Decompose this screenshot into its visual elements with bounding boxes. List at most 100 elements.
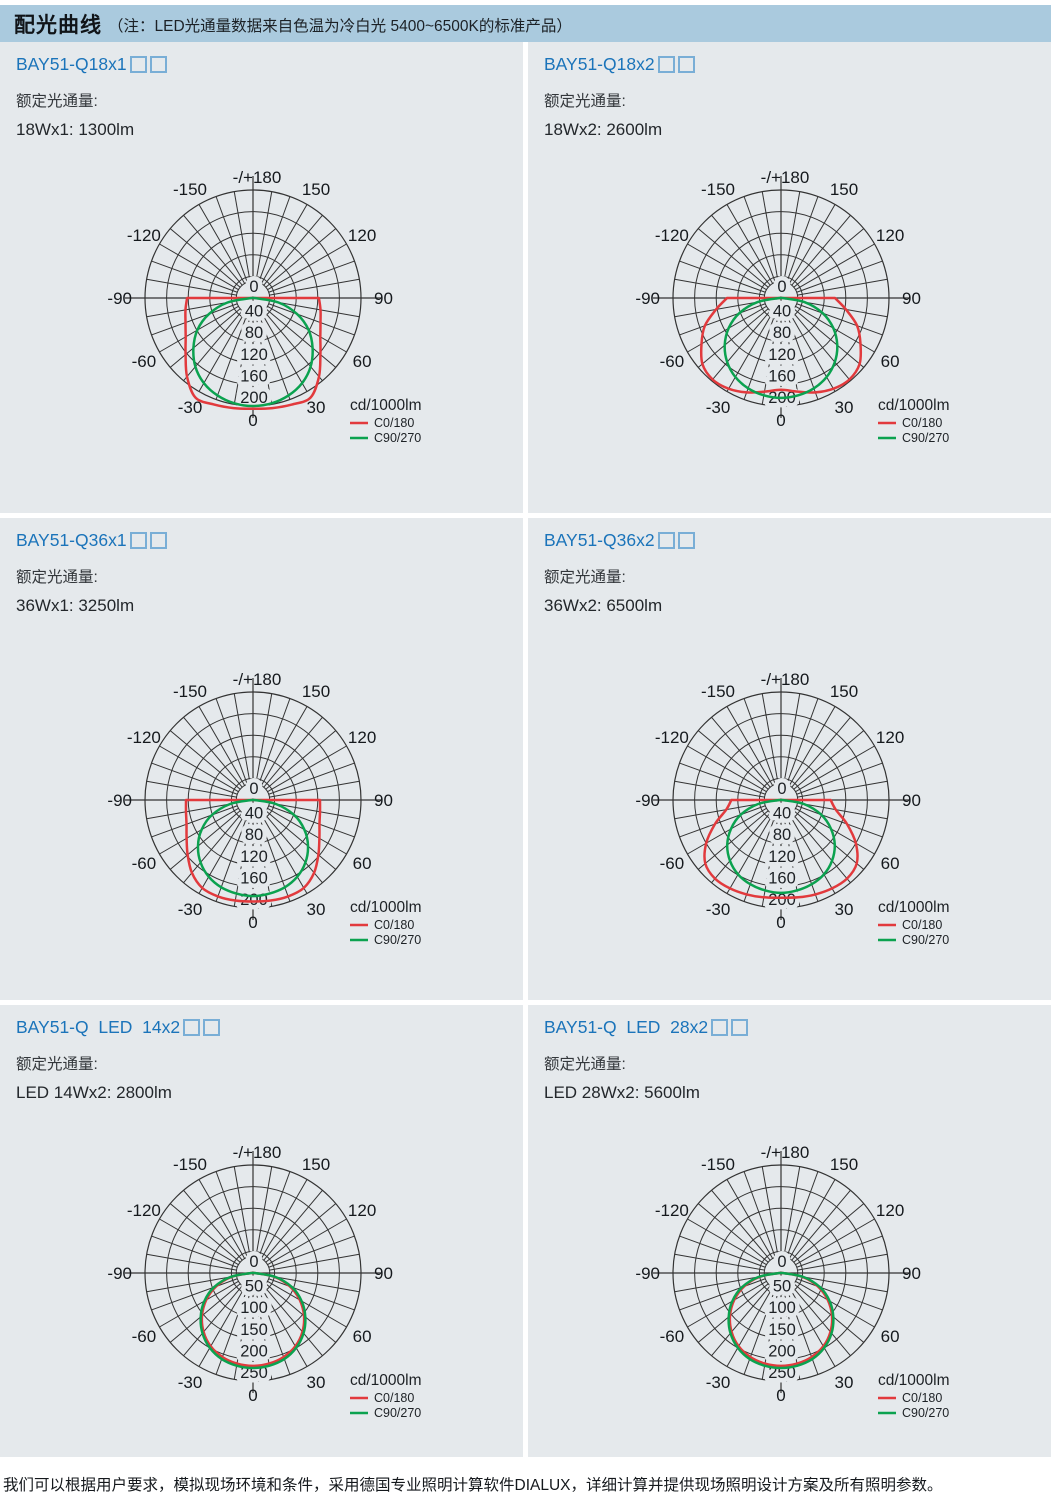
- legend-label: C0/180: [374, 918, 414, 932]
- svg-text:150: 150: [302, 682, 330, 701]
- svg-text:60: 60: [881, 854, 900, 873]
- product-panel-q36x1: BAY51-Q36x1 额定光通量: 36Wx1: 3250lm 40 80 120…: [0, 518, 523, 1000]
- legend-label: C0/180: [374, 416, 414, 430]
- flux-spec: 36Wx1: 3250lm: [16, 596, 135, 615]
- svg-text:90: 90: [374, 1264, 393, 1283]
- svg-text:80: 80: [773, 826, 791, 844]
- product-panel-q18x1: BAY51-Q18x1 额定光通量: 18Wx1: 1300lm 40 80 120…: [0, 42, 523, 513]
- legend-unit: cd/1000lm: [350, 397, 422, 414]
- placeholder-box-icon: [149, 56, 167, 73]
- svg-text:0: 0: [776, 913, 785, 932]
- svg-text:120: 120: [348, 728, 376, 747]
- legend-label: C0/180: [374, 1391, 414, 1405]
- placeholder-box-icon: [657, 532, 675, 549]
- svg-text:200: 200: [768, 1342, 796, 1360]
- svg-text:150: 150: [830, 180, 858, 199]
- svg-text:120: 120: [768, 346, 796, 364]
- svg-text:0: 0: [249, 278, 258, 296]
- svg-text:160: 160: [768, 367, 796, 385]
- svg-text:80: 80: [773, 324, 791, 342]
- placeholder-box-icon: [731, 1019, 749, 1036]
- svg-text:120: 120: [876, 1201, 904, 1220]
- legend-label: C90/270: [374, 1406, 421, 1420]
- product-panel-led28x2: BAY51-Q LED 28x2 额定光通量: LED 28Wx2: 5600l…: [528, 1005, 1051, 1457]
- svg-text:-120: -120: [655, 728, 689, 747]
- series-c0-180: [699, 296, 863, 394]
- svg-text:0: 0: [249, 1253, 258, 1271]
- series-c90-270: [199, 1271, 307, 1370]
- svg-text:-120: -120: [655, 1201, 689, 1220]
- rated-flux-label: 额定光通量:: [16, 569, 98, 586]
- svg-text:0: 0: [777, 780, 786, 798]
- product-panels-grid: BAY51-Q18x1 额定光通量: 18Wx1: 1300lm 40 80 120…: [0, 42, 1051, 1457]
- svg-text:-/+180: -/+180: [233, 670, 282, 689]
- page-header: 配光曲线 （注：LED光通量数据来自色温为冷白光 5400~6500K的标准产品…: [0, 5, 1051, 42]
- polar-chart: 50 100 150 200 250 0 -/+180 -150 150 -120 120 -90 90…: [544, 1121, 1051, 1457]
- svg-text:-/+180: -/+180: [233, 1143, 282, 1162]
- svg-text:60: 60: [353, 1327, 372, 1346]
- placeholder-box-icon: [657, 56, 675, 73]
- svg-text:30: 30: [307, 1373, 326, 1392]
- placeholder-box-icon: [677, 56, 695, 73]
- angle-labels: -/+180 -150 150 -120 120 -90 90 -60 60 -30 30 0: [107, 168, 393, 430]
- polar-grid: [125, 176, 381, 418]
- svg-text:90: 90: [902, 289, 921, 308]
- svg-text:-150: -150: [173, 1155, 207, 1174]
- svg-text:60: 60: [353, 854, 372, 873]
- svg-text:40: 40: [245, 303, 263, 321]
- svg-text:90: 90: [902, 1264, 921, 1283]
- svg-text:-30: -30: [178, 398, 203, 417]
- svg-text:150: 150: [830, 682, 858, 701]
- svg-text:60: 60: [881, 1327, 900, 1346]
- svg-text:0: 0: [248, 411, 257, 430]
- svg-text:-/+180: -/+180: [761, 168, 810, 187]
- svg-text:30: 30: [835, 1373, 854, 1392]
- series-c90-270: [725, 798, 837, 895]
- svg-text:60: 60: [881, 352, 900, 371]
- polar-chart: 50 100 150 200 250 0 -/+180 -150 150 -120 120 -90 90…: [16, 1121, 523, 1457]
- polar-chart: 40 80 120 160 200 0 -/+180 -150 150 -120 120 -90 90-…: [16, 648, 523, 990]
- svg-text:-90: -90: [635, 289, 660, 308]
- svg-text:-30: -30: [706, 1373, 731, 1392]
- svg-text:-60: -60: [132, 854, 157, 873]
- svg-text:40: 40: [773, 303, 791, 321]
- svg-text:-30: -30: [178, 1373, 203, 1392]
- svg-text:120: 120: [348, 1201, 376, 1220]
- product-title: BAY51-Q18x2: [544, 54, 1051, 75]
- series-c90-270: [192, 296, 314, 408]
- placeholder-box-icon: [183, 1019, 201, 1036]
- series-c0-180: [184, 296, 322, 410]
- angle-labels: -/+180 -150 150 -120 120 -90 90 -60 60 -30 30 0: [635, 1143, 921, 1405]
- product-model: BAY51-Q36x1: [16, 530, 127, 550]
- product-title: BAY51-Q36x2: [544, 530, 1051, 551]
- svg-text:120: 120: [240, 346, 268, 364]
- legend-unit: cd/1000lm: [878, 397, 950, 414]
- svg-text:80: 80: [245, 826, 263, 844]
- rated-flux-label: 额定光通量:: [544, 93, 626, 110]
- svg-text:30: 30: [835, 398, 854, 417]
- svg-text:-90: -90: [107, 1264, 132, 1283]
- svg-text:120: 120: [348, 226, 376, 245]
- svg-text:-30: -30: [706, 398, 731, 417]
- series-c0-180: [703, 798, 859, 899]
- polar-grid: [653, 1151, 909, 1393]
- page-note: （注：LED光通量数据来自色温为冷白光 5400~6500K的标准产品）: [108, 17, 572, 35]
- series-c90-270: [196, 798, 310, 898]
- svg-text:120: 120: [876, 226, 904, 245]
- svg-text:-/+180: -/+180: [761, 670, 810, 689]
- legend-unit: cd/1000lm: [350, 899, 422, 916]
- svg-text:-150: -150: [701, 1155, 735, 1174]
- series-c90-270: [723, 296, 839, 400]
- legend-unit: cd/1000lm: [350, 1372, 422, 1389]
- svg-text:-60: -60: [660, 1327, 685, 1346]
- svg-text:0: 0: [248, 913, 257, 932]
- product-model: BAY51-Q LED 28x2: [544, 1017, 709, 1037]
- legend-label: C0/180: [902, 918, 942, 932]
